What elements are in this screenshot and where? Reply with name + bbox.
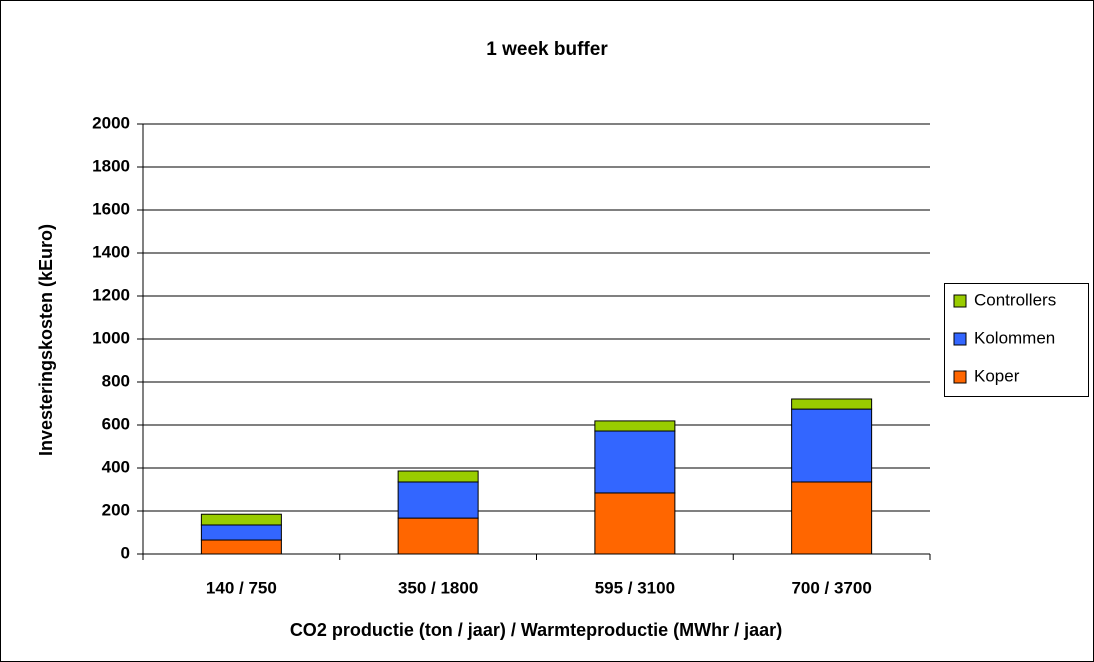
bar-segment <box>594 430 676 494</box>
y-tick-label: 400 <box>102 457 130 476</box>
x-tick-label: 350 / 1800 <box>398 578 478 597</box>
x-tick-label: 140 / 750 <box>206 578 277 597</box>
x-tick-label: 595 / 3100 <box>595 578 675 597</box>
x-tick-label: 700 / 3700 <box>791 578 871 597</box>
y-tick-label: 2000 <box>92 113 130 132</box>
legend-swatch <box>953 294 967 308</box>
y-tick-label: 600 <box>102 414 130 433</box>
y-tick-label: 800 <box>102 371 130 390</box>
legend-swatch <box>953 332 967 346</box>
bar-segment <box>200 524 282 541</box>
bar-segment <box>594 492 676 555</box>
y-tick-label: 1600 <box>92 199 130 218</box>
bar-segment <box>397 517 479 555</box>
bar-segment <box>791 481 873 555</box>
y-tick-label: 1000 <box>92 328 130 347</box>
bar-segment <box>200 513 282 526</box>
x-axis-label: CO2 productie (ton / jaar) / Warmteprodu… <box>290 620 782 640</box>
legend <box>944 283 1089 397</box>
y-tick-label: 200 <box>102 500 130 519</box>
y-axis-label: Investeringskosten (kEuro) <box>36 224 56 456</box>
chart-title: 1 week buffer <box>486 39 608 60</box>
y-tick-label: 1200 <box>92 285 130 304</box>
legend-label: Koper <box>974 366 1020 385</box>
bar-segment <box>200 539 282 555</box>
bar-segment <box>397 470 479 483</box>
bar-segment <box>791 398 873 410</box>
bar-segment <box>791 408 873 483</box>
legend-label: Controllers <box>974 290 1056 309</box>
legend-label: Kolommen <box>974 328 1055 347</box>
y-tick-label: 1800 <box>92 156 130 175</box>
bar-segment <box>397 481 479 519</box>
bar-segment <box>594 420 676 432</box>
y-tick-label: 0 <box>121 543 130 562</box>
y-tick-label: 1400 <box>92 242 130 261</box>
legend-swatch <box>953 370 967 384</box>
